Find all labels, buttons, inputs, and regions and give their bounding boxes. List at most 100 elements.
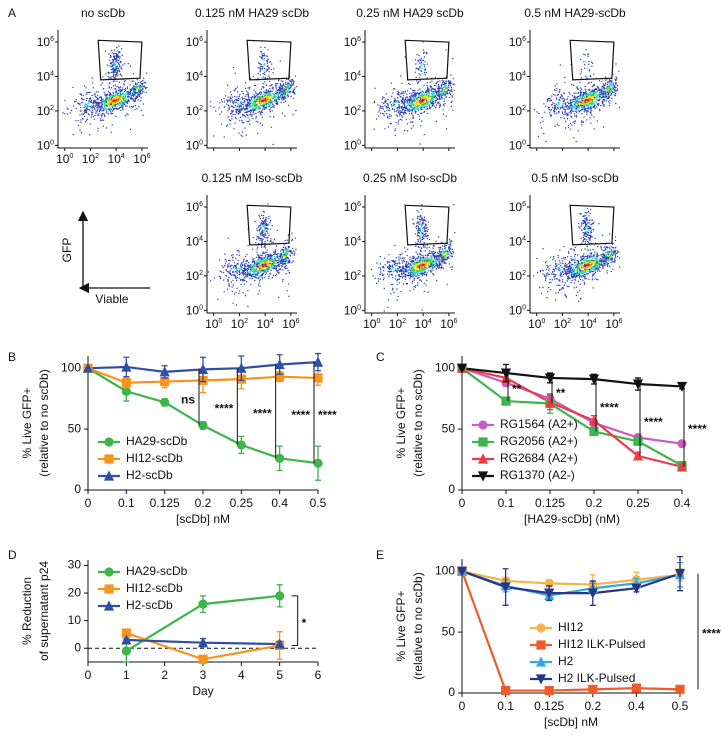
plot-title: no scDb [81, 6, 125, 20]
x-tick-label: 0.25 [230, 496, 254, 510]
y-axis-label: of supernatant p24 [37, 561, 51, 661]
axis-line [57, 30, 148, 149]
data-point [588, 684, 598, 694]
y-axis-label: (relative to no scDb) [411, 369, 425, 476]
data-point [160, 397, 170, 407]
legend-marker [477, 471, 489, 482]
x-tick-label: 0 [459, 496, 466, 510]
legend-marker [104, 437, 114, 447]
legend-marker [535, 674, 547, 685]
tick-base: 10 [509, 70, 523, 84]
x-tick-label: 0.125 [535, 496, 565, 510]
y-tick-label: 100 [435, 360, 455, 374]
tick-exponent: 2 [95, 153, 99, 160]
gate [404, 204, 450, 246]
tick-base: 10 [509, 139, 523, 153]
tick-exponent: 0 [69, 153, 73, 160]
tick-exponent: 0 [522, 304, 526, 311]
significance-label: * [302, 616, 307, 630]
axis-line [529, 195, 620, 314]
y-tick-label: 104 [344, 70, 361, 84]
y-axis-label: (relative to no scDb) [37, 369, 51, 476]
legend-label: H2-scDb [126, 598, 173, 612]
data-point [675, 684, 685, 694]
tick-exponent: 6 [454, 318, 458, 325]
tick-base: 10 [257, 317, 271, 331]
tick-base: 10 [344, 139, 358, 153]
tick-base: 10 [509, 200, 523, 214]
data-point [313, 373, 323, 383]
plot-title: 0.5 nM HA29-scDb [524, 6, 626, 20]
tick-base: 10 [186, 200, 200, 214]
legend-label: HI12-scDb [126, 581, 183, 595]
tick-base: 10 [37, 35, 51, 49]
data-point [121, 634, 132, 645]
data-point [121, 628, 131, 638]
tick-exponent: 2 [567, 318, 571, 325]
tick-base: 10 [415, 317, 429, 331]
y-axis-label: % Live GFP+ [20, 387, 34, 458]
tick-exponent: 6 [199, 36, 203, 43]
significance-label: **** [600, 401, 619, 415]
y-tick-label: 104 [186, 235, 203, 249]
tick-base: 10 [363, 317, 377, 331]
tick-base: 10 [37, 104, 51, 118]
y-tick-label: 106 [344, 200, 361, 214]
tick-exponent: 2 [522, 105, 526, 112]
tick-base: 10 [344, 235, 358, 249]
tick-base: 10 [108, 152, 122, 166]
axis-line [206, 195, 297, 314]
tick-base: 10 [554, 317, 568, 331]
series-line [461, 570, 681, 595]
tick-base: 10 [605, 317, 619, 331]
x-tick-label: 102 [554, 317, 571, 331]
series-line [460, 570, 681, 692]
x-tick-label: 100 [363, 317, 380, 331]
x-tick-label: 104 [108, 152, 125, 166]
data-point [631, 683, 641, 693]
data-point [544, 373, 556, 384]
tick-base: 10 [186, 104, 200, 118]
data-point [197, 637, 209, 648]
legend-label: RG2056 (A2+) [500, 434, 578, 448]
tick-exponent: 2 [357, 105, 361, 112]
tick-exponent: 0 [199, 139, 203, 146]
tick-exponent: 2 [522, 270, 526, 277]
tick-exponent: 6 [357, 36, 361, 43]
density-dots [252, 250, 289, 273]
density-dots [62, 45, 148, 136]
tick-base: 10 [528, 317, 542, 331]
legend-marker [103, 470, 115, 481]
data-point [313, 458, 323, 468]
x-tick-label: 106 [133, 152, 150, 166]
density-dots [209, 40, 298, 146]
y-tick-label: 100 [344, 139, 361, 153]
significance-label: ** [556, 386, 566, 400]
y-tick-label: 100 [509, 304, 526, 318]
tick-base: 10 [580, 317, 594, 331]
y-tick-label: 102 [186, 104, 203, 118]
series-line [461, 367, 683, 468]
legend-marker [104, 454, 114, 464]
y-tick-label: 106 [186, 200, 203, 214]
plot-title: 0.125 nM Iso-scDb [202, 171, 303, 185]
data-point [676, 461, 688, 472]
tick-base: 10 [344, 200, 358, 214]
tick-exponent: 4 [50, 70, 54, 77]
tick-base: 10 [509, 304, 523, 318]
data-point [121, 646, 131, 656]
x-tick-label: 104 [257, 317, 274, 331]
density-dots [255, 87, 288, 106]
y-tick-label: 0 [448, 482, 455, 496]
tick-exponent: 0 [218, 318, 222, 325]
data-point [544, 685, 554, 696]
panel-letter: A [8, 6, 16, 20]
x-tick-label: 106 [282, 317, 299, 331]
axis-line [364, 195, 455, 314]
tick-exponent: 6 [50, 36, 54, 43]
data-point [674, 569, 686, 580]
tick-exponent: 2 [244, 318, 248, 325]
y-tick-label: 50 [442, 624, 456, 638]
y-tick-label: 106 [509, 200, 526, 214]
